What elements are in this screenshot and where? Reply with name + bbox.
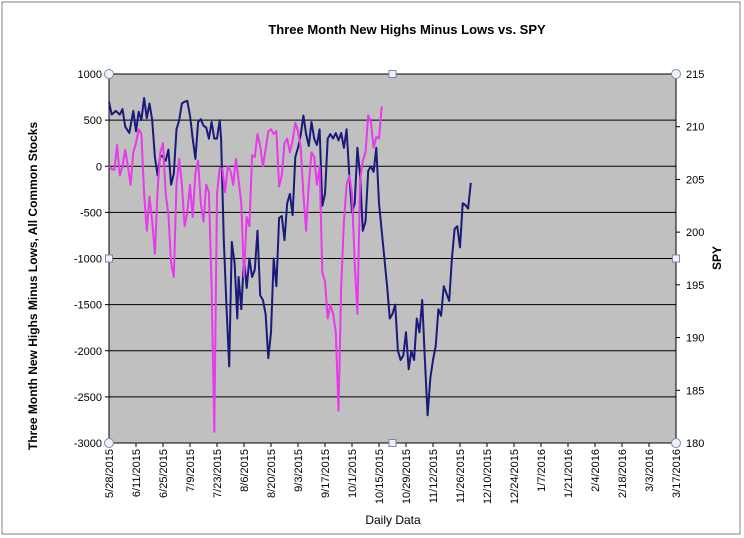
- y2-tick-label: 195: [686, 280, 704, 292]
- y2-tick-label: 185: [686, 385, 704, 397]
- plot-layer: 1000 500 0 -500 -1000 -1500 -2000 -2500 -3000 215…: [74, 69, 704, 504]
- y-tick-label: -500: [80, 207, 102, 219]
- x-tick-label: 9/17/2015: [320, 449, 332, 498]
- selection-handle: [104, 438, 114, 448]
- x-axis-title: Daily Data: [365, 513, 421, 527]
- x-tick-label: 10/1/2015: [347, 449, 359, 498]
- selection-handle: [671, 69, 681, 79]
- y2-tick-label: 180: [686, 438, 704, 450]
- y2-tick-label: 210: [686, 122, 704, 134]
- y2-tick-label: 215: [686, 69, 704, 81]
- y-tick-label: -1000: [74, 254, 102, 266]
- x-tick-label: 10/29/2015: [401, 449, 413, 504]
- y2-tick-label: 190: [686, 333, 704, 345]
- x-tick-label: 12/10/2015: [482, 449, 494, 504]
- x-tick-label: 8/6/2015: [239, 449, 251, 492]
- y-axis-title: Three Month New Highs Minus Lows, All Co…: [26, 122, 40, 451]
- selection-handle: [105, 254, 113, 263]
- y-tick-label: -3000: [74, 438, 102, 450]
- x-tick-label: 3/3/2016: [644, 449, 656, 492]
- series-line-1: [108, 97, 472, 417]
- y2-tick-label: 205: [686, 174, 704, 186]
- x-tick-label: 2/18/2016: [617, 449, 629, 498]
- x-tick-label: 7/9/2015: [185, 449, 197, 492]
- y-tick-label: 0: [96, 161, 102, 173]
- selection-handle: [388, 439, 397, 447]
- x-tick-label: 8/20/2015: [266, 449, 278, 498]
- y-tick-label: 500: [84, 115, 102, 127]
- x-tick-label: 2/4/2016: [590, 449, 602, 492]
- y-tick-label: 1000: [78, 69, 102, 81]
- x-tick-label: 1/21/2016: [563, 449, 575, 498]
- x-tick-label: 1/7/2016: [536, 449, 548, 492]
- x-tick-label: 11/26/2015: [455, 449, 467, 503]
- x-tick-label: 5/28/2015: [104, 449, 116, 498]
- x-tick-label: 7/23/2015: [212, 449, 224, 498]
- x-tick-label: 6/11/2015: [131, 449, 143, 497]
- x-tick-label: 6/25/2015: [158, 449, 170, 498]
- selection-handle: [104, 69, 114, 79]
- x-tick-label: 11/12/2015: [428, 449, 440, 503]
- y-tick-label: -2500: [74, 392, 102, 404]
- x-tick-label: 10/15/2015: [374, 449, 386, 504]
- chart-title: Three Month New Highs Minus Lows vs. SPY: [268, 22, 546, 37]
- series-line-2: [108, 106, 383, 433]
- y2-tick-label: 200: [686, 227, 704, 239]
- selection-handle: [671, 438, 681, 448]
- y-tick-label: -2000: [74, 346, 102, 358]
- x-tick-label: 9/3/2015: [293, 449, 305, 492]
- y-tick-label: -1500: [74, 300, 102, 312]
- x-tick-label: 3/17/2016: [671, 449, 683, 498]
- x-tick-label: 12/24/2015: [509, 449, 521, 504]
- selection-handle: [388, 70, 397, 78]
- y2-axis-title: SPY: [710, 246, 724, 270]
- selection-handle: [672, 254, 680, 263]
